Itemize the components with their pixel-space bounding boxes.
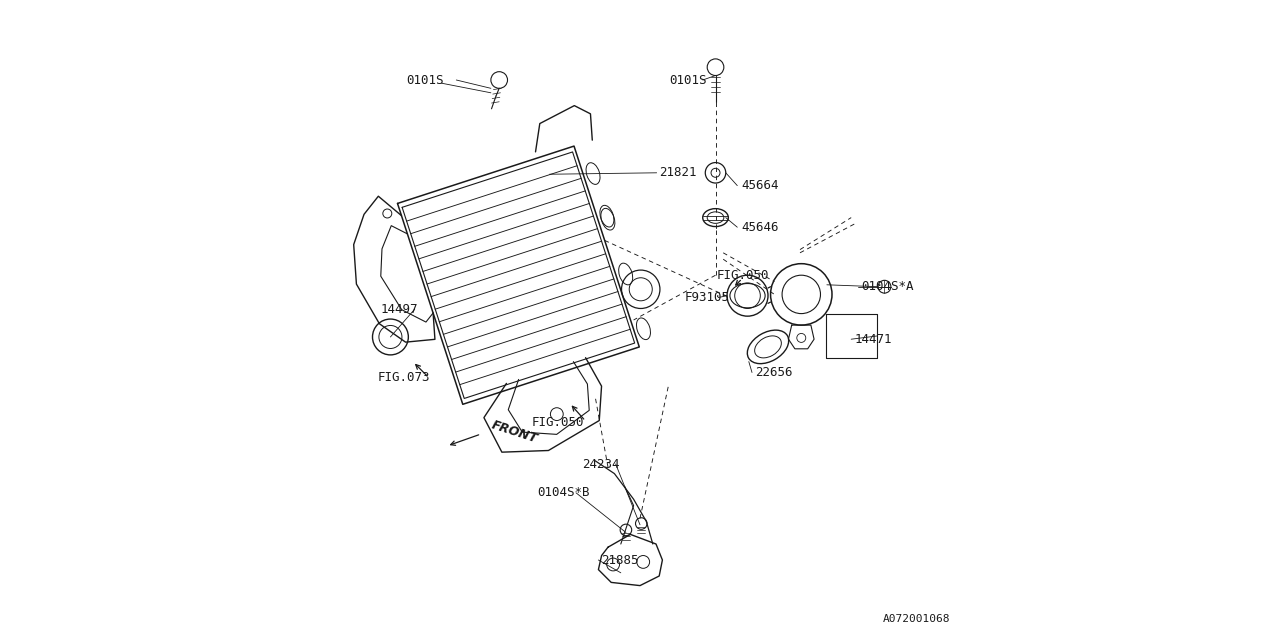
Text: FIG.050: FIG.050 <box>531 416 584 429</box>
Text: 0104S*A: 0104S*A <box>860 280 914 293</box>
Text: A072001068: A072001068 <box>883 614 950 624</box>
Text: 45646: 45646 <box>741 221 778 234</box>
Text: FIG.073: FIG.073 <box>378 371 430 384</box>
Text: 24234: 24234 <box>582 458 620 470</box>
Text: FRONT: FRONT <box>490 419 539 445</box>
Text: 0101S: 0101S <box>407 74 444 86</box>
Text: 0101S: 0101S <box>668 74 707 86</box>
Text: 14471: 14471 <box>855 333 892 346</box>
Text: 21821: 21821 <box>659 166 696 179</box>
Text: 14497: 14497 <box>381 303 419 316</box>
Text: 45664: 45664 <box>741 179 778 192</box>
Text: 0104S*B: 0104S*B <box>538 486 590 499</box>
Text: FIG.050: FIG.050 <box>717 269 769 282</box>
Text: F93105: F93105 <box>685 291 730 304</box>
Text: 21885: 21885 <box>602 554 639 566</box>
Text: 22656: 22656 <box>755 366 792 379</box>
